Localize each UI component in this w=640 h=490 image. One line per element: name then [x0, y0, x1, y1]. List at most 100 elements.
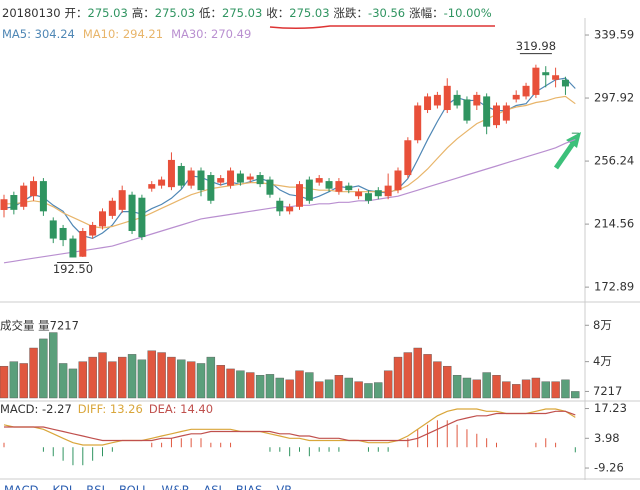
volume-bar — [29, 347, 38, 399]
candle-body — [374, 190, 382, 197]
candle-body — [20, 185, 28, 207]
tab[interactable]: ASI — [203, 483, 222, 490]
volume-bar — [433, 361, 442, 399]
legend: MA5: 304.24 MA10: 294.21 MA30: 270.49 — [2, 27, 251, 41]
field-value: 275.03 — [88, 6, 128, 20]
volume-bar — [315, 381, 324, 399]
candle-body — [561, 79, 569, 87]
candle-body — [59, 227, 67, 241]
indicator-tabs: MACD KDJ RSI BOLL W&R ASI BIAS VR — [4, 483, 292, 490]
y-tick-label: 7217 — [593, 384, 622, 398]
volume-bar — [0, 365, 9, 399]
candle-body — [207, 175, 215, 201]
field-label: 收： — [266, 6, 289, 20]
field-label: 涨幅： — [409, 6, 444, 20]
candle-body — [236, 173, 244, 183]
y-tick-label: -9.26 — [594, 461, 624, 475]
candle-body — [433, 94, 441, 106]
volume-bar — [561, 379, 570, 399]
tab[interactable]: MACD — [4, 483, 39, 490]
candle-body — [414, 105, 422, 141]
date: 20180130 — [2, 6, 61, 20]
tab[interactable]: BIAS — [236, 483, 262, 490]
volume-bar — [571, 391, 580, 399]
volume-bar — [98, 352, 107, 399]
volume-bar — [492, 375, 501, 399]
volume-bar — [265, 374, 275, 399]
candle-body — [571, 132, 579, 134]
volume-bar — [177, 359, 186, 399]
y-tick-label: 297.92 — [594, 91, 634, 105]
volume-bar — [78, 361, 88, 399]
volume-bar — [49, 332, 58, 399]
candle-body — [89, 224, 97, 236]
annotation: 319.98 — [516, 39, 556, 53]
macd-line — [3, 408, 576, 446]
y-tick-label: 256.24 — [594, 154, 634, 168]
volume-bar — [482, 372, 491, 399]
candle-body — [325, 181, 333, 189]
candle-body — [384, 185, 392, 197]
ma-line — [4, 95, 576, 229]
volume-bar — [531, 377, 541, 399]
macd-legend: MACD: -2.27 DIFF: 13.26 DEA: 14.40 — [0, 402, 213, 416]
tab[interactable]: VR — [276, 483, 292, 490]
tab[interactable]: BOLL — [119, 483, 149, 490]
volume-bar — [88, 356, 97, 399]
volume-bar — [383, 370, 393, 399]
field-value: 275.03 — [289, 6, 329, 20]
volume-bar — [462, 377, 472, 399]
field-value: -30.56 — [368, 6, 405, 20]
volume-bar — [117, 356, 127, 399]
legend-entry: MA5: 304.24 — [2, 27, 75, 41]
candle-body — [167, 159, 175, 188]
volume-bar — [39, 338, 48, 399]
annotation: 192.50 — [53, 262, 93, 276]
volume-bar — [186, 361, 196, 399]
y-tick-label: 4万 — [593, 354, 612, 368]
volume-bar — [167, 356, 176, 399]
candle-body — [443, 85, 451, 111]
candle-body — [512, 94, 520, 100]
tab[interactable]: KDJ — [52, 483, 72, 490]
volume-bar — [157, 352, 166, 399]
candle-body — [463, 99, 471, 121]
volume-bar — [512, 384, 521, 399]
volume-bar — [275, 377, 284, 399]
volume-bar — [108, 361, 117, 399]
candle-body — [276, 200, 284, 212]
field-label: 开： — [65, 6, 88, 20]
candle-body — [493, 105, 500, 126]
candle-body — [118, 190, 126, 210]
volume-bar — [58, 363, 68, 399]
candle-body — [30, 181, 38, 197]
candle-body — [246, 176, 254, 180]
volume-bar — [452, 375, 462, 399]
candle-body — [217, 178, 225, 183]
tab[interactable]: RSI — [86, 483, 105, 490]
candle-body — [177, 165, 185, 186]
volume-bar — [502, 381, 511, 399]
candle-body — [128, 194, 136, 232]
candle-body — [345, 185, 353, 191]
candle-body — [148, 184, 156, 189]
candle-body — [79, 231, 87, 257]
candle-body — [256, 175, 264, 185]
candle-body — [138, 197, 146, 238]
volume-bar — [374, 382, 383, 399]
candle-body — [473, 94, 481, 106]
candle-body — [69, 238, 77, 258]
tab[interactable]: W&R — [161, 483, 189, 490]
field-label: 涨跌： — [334, 6, 369, 20]
volume-bar — [521, 379, 531, 399]
candle-body — [552, 75, 560, 80]
y-tick-label: 214.56 — [594, 217, 634, 231]
candle-body — [364, 193, 372, 201]
candle-body — [10, 195, 18, 210]
legend-entry: MA30: 270.49 — [171, 27, 251, 41]
y-tick-label: 17.23 — [594, 401, 627, 415]
volume-bar — [246, 372, 255, 399]
field-value: -10.00% — [444, 6, 492, 20]
legend-entry: DEA: 14.40 — [149, 402, 213, 416]
